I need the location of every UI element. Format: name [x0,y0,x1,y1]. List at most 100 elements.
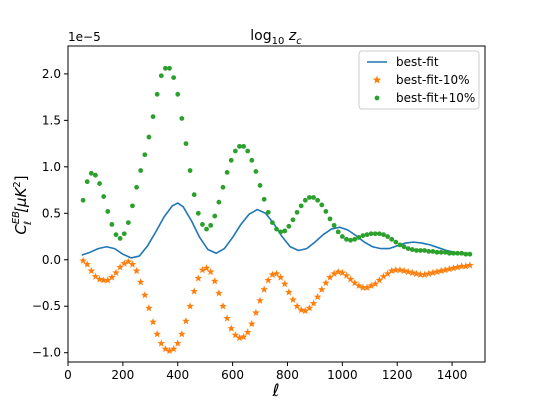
data-point-best-fit-10 [239,332,248,341]
data-point-best-fit-plus-10 [302,197,308,203]
data-point-best-fit-plus-10 [282,228,288,234]
data-point-best-fit-plus-10 [438,249,444,255]
data-point-best-fit-plus-10 [224,170,230,175]
data-point-best-fit-plus-10 [401,244,407,250]
legend-label-best-fit-plus-10: best-fit+10% [396,91,475,105]
y-axis: −1.0 −0.5 0.0 0.5 1.0 1.5 2.0 [32,67,68,360]
data-point-best-fit-10 [404,267,412,276]
data-point-best-fit-plus-10 [204,226,209,232]
data-point-best-fit-plus-10 [274,226,279,232]
data-point-best-fit-10 [157,339,166,347]
data-point-best-fit-plus-10 [158,73,164,79]
data-point-best-fit-10 [248,319,256,328]
data-point-best-fit-plus-10 [195,210,201,216]
data-point-best-fit-10 [173,339,182,347]
data-point-best-fit-10 [359,283,367,291]
data-point-best-fit-10 [305,304,314,312]
y-axis-label: CEBℓ[μK2] [11,175,34,234]
data-point-best-fit-10 [420,270,429,278]
data-point-best-fit-10 [235,333,244,342]
x-axis-label: ℓ [271,381,279,401]
data-point-best-fit-10 [231,331,240,339]
y-tick-label: −1.0 [32,346,61,360]
data-point-best-fit-plus-10 [167,65,172,71]
data-point-best-fit-plus-10 [356,235,362,240]
data-point-best-fit-plus-10 [134,184,139,190]
data-point-best-fit-10 [424,269,433,277]
data-point-best-fit-plus-10 [344,236,349,242]
data-point-best-fit-plus-10 [339,234,345,239]
data-point-best-fit-plus-10 [360,233,366,239]
data-point-best-fit-plus-10 [434,249,440,255]
y-tick-label: 2.0 [42,67,61,81]
data-point-best-fit-10 [149,318,157,326]
x-tick-label: 0 [64,368,72,382]
data-point-best-fit-10 [136,278,145,286]
data-point-best-fit-10 [272,269,281,277]
data-point-best-fit-plus-10 [179,116,185,121]
x-tick-label: 200 [111,368,134,382]
data-point-best-fit-10 [190,287,198,295]
data-point-best-fit-10 [412,269,421,277]
y-tick-label: 0.5 [42,206,61,220]
legend-box [358,50,480,110]
data-point-best-fit-plus-10 [385,234,391,239]
data-point-best-fit-plus-10 [130,203,135,209]
data-point-best-fit-plus-10 [294,209,300,215]
data-point-best-fit-plus-10 [249,157,255,163]
data-point-best-fit-10 [264,276,273,284]
data-point-best-fit-10 [194,274,203,282]
data-point-best-fit-10 [400,266,408,275]
data-point-best-fit-10 [95,275,104,283]
data-point-best-fit-10 [223,314,231,322]
x-axis: 0 200 400 600 800 1000 1200 1400 [64,362,467,382]
data-point-best-fit-10 [165,346,174,355]
data-point-best-fit-plus-10 [84,179,90,185]
data-point-best-fit-10 [112,268,120,277]
data-point-best-fit-10 [243,328,252,336]
y-offset-label: 1e−5 [68,30,101,44]
data-point-best-fit-10 [396,265,404,274]
data-point-best-fit-10 [342,271,351,279]
data-point-best-fit-10 [141,291,149,299]
legend-label-best-fit-10: best-fit-10% [396,73,470,87]
data-point-best-fit-10 [289,295,297,303]
data-point-best-fit-plus-10 [422,248,428,253]
data-point-best-fit-plus-10 [253,169,259,174]
data-point-best-fit-plus-10 [241,143,246,149]
star-marker [372,75,382,84]
data-point-best-fit-10 [330,269,338,277]
data-point-best-fit-10 [363,283,371,291]
data-point-best-fit-10 [153,330,161,338]
data-point-best-fit-plus-10 [467,251,473,257]
data-point-best-fit-plus-10 [315,197,321,203]
data-point-best-fit-10 [280,279,289,288]
data-point-best-fit-10 [256,296,264,304]
data-point-best-fit-10 [202,264,211,272]
data-point-best-fit-10 [367,281,375,290]
data-point-best-fit-plus-10 [323,209,329,214]
data-point-best-fit-10 [355,281,363,290]
data-point-best-fit-plus-10 [442,249,448,255]
data-point-best-fit-plus-10 [418,248,423,253]
x-tick-label: 400 [166,368,189,382]
data-point-best-fit-plus-10 [117,235,123,241]
data-point-best-fit-10 [293,302,301,310]
data-point-best-fit-10 [124,257,133,265]
data-point-best-fit-10 [371,279,380,288]
data-point-best-fit-10 [87,266,96,275]
data-point-best-fit-10 [79,256,87,264]
data-point-best-fit-plus-10 [97,181,102,186]
data-point-best-fit-plus-10 [405,246,411,252]
plot-frame [67,45,486,363]
data-point-best-fit-10 [182,317,190,325]
data-point-best-fit-10 [437,266,445,275]
chart-title: log10 zc [250,28,302,47]
data-point-best-fit-plus-10 [101,194,107,199]
data-point-best-fit-plus-10 [278,229,284,235]
data-point-best-fit-plus-10 [298,203,304,209]
x-tick-label: 1200 [382,368,413,382]
data-point-best-fit-plus-10 [311,195,316,200]
data-point-best-fit-plus-10 [138,168,144,173]
data-point-best-fit-10 [91,272,100,280]
